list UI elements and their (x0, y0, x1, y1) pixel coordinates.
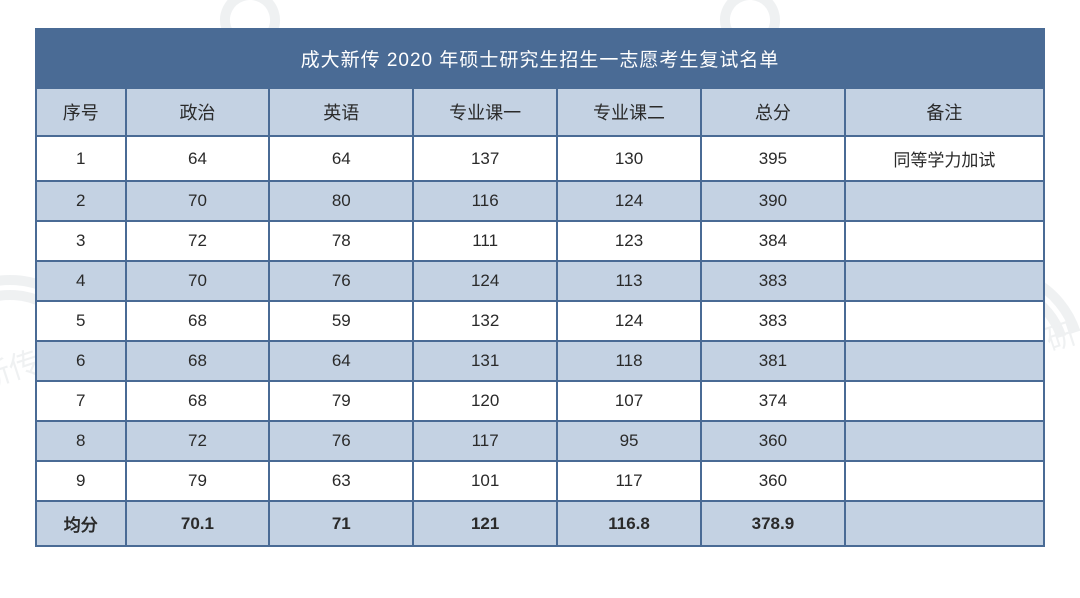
cell-total: 374 (701, 381, 845, 421)
avg-cell-major1: 121 (413, 501, 557, 546)
cell-politics: 79 (126, 461, 270, 501)
avg-cell-major2: 116.8 (557, 501, 701, 546)
col-header-english: 英语 (269, 89, 413, 136)
cell-politics: 72 (126, 421, 270, 461)
cell-politics: 64 (126, 136, 270, 181)
cell-note (845, 381, 1044, 421)
cell-idx: 5 (37, 301, 126, 341)
cell-note: 同等学力加试 (845, 136, 1044, 181)
cell-major1: 116 (413, 181, 557, 221)
table-row: 56859132124383 (37, 301, 1044, 341)
cell-major2: 123 (557, 221, 701, 261)
cell-note (845, 421, 1044, 461)
cell-politics: 68 (126, 301, 270, 341)
cell-major1: 120 (413, 381, 557, 421)
cell-politics: 70 (126, 261, 270, 301)
cell-major2: 118 (557, 341, 701, 381)
cell-total: 395 (701, 136, 845, 181)
cell-total: 384 (701, 221, 845, 261)
cell-english: 76 (269, 421, 413, 461)
cell-english: 76 (269, 261, 413, 301)
cell-total: 383 (701, 301, 845, 341)
cell-idx: 2 (37, 181, 126, 221)
cell-major2: 117 (557, 461, 701, 501)
cell-idx: 4 (37, 261, 126, 301)
cell-major1: 117 (413, 421, 557, 461)
cell-major1: 131 (413, 341, 557, 381)
cell-english: 78 (269, 221, 413, 261)
cell-politics: 68 (126, 381, 270, 421)
cell-note (845, 301, 1044, 341)
cell-total: 360 (701, 421, 845, 461)
table-row: 66864131118381 (37, 341, 1044, 381)
cell-politics: 72 (126, 221, 270, 261)
table-average-row: 均分70.171121116.8378.9 (37, 501, 1044, 546)
cell-major1: 132 (413, 301, 557, 341)
col-header-politics: 政治 (126, 89, 270, 136)
cell-idx: 7 (37, 381, 126, 421)
cell-note (845, 341, 1044, 381)
cell-note (845, 221, 1044, 261)
col-header-major1: 专业课一 (413, 89, 557, 136)
cell-major1: 124 (413, 261, 557, 301)
cell-total: 383 (701, 261, 845, 301)
cell-english: 64 (269, 136, 413, 181)
table-header-row: 序号 政治 英语 专业课一 专业课二 总分 备注 (37, 89, 1044, 136)
cell-english: 79 (269, 381, 413, 421)
cell-idx: 3 (37, 221, 126, 261)
score-table: 序号 政治 英语 专业课一 专业课二 总分 备注 16464137130395同… (37, 89, 1045, 547)
cell-idx: 9 (37, 461, 126, 501)
cell-major1: 137 (413, 136, 557, 181)
avg-cell-politics: 70.1 (126, 501, 270, 546)
table-row: 37278111123384 (37, 221, 1044, 261)
col-header-note: 备注 (845, 89, 1044, 136)
avg-cell-note (845, 501, 1044, 546)
cell-major2: 95 (557, 421, 701, 461)
avg-cell-label: 均分 (37, 501, 126, 546)
col-header-major2: 专业课二 (557, 89, 701, 136)
cell-total: 390 (701, 181, 845, 221)
cell-english: 63 (269, 461, 413, 501)
avg-cell-english: 71 (269, 501, 413, 546)
cell-english: 64 (269, 341, 413, 381)
cell-english: 80 (269, 181, 413, 221)
table-row: 27080116124390 (37, 181, 1044, 221)
cell-total: 360 (701, 461, 845, 501)
table-title: 成大新传 2020 年硕士研究生招生一志愿考生复试名单 (37, 30, 1045, 89)
cell-note (845, 181, 1044, 221)
table-row: 8727611795360 (37, 421, 1044, 461)
cell-major1: 111 (413, 221, 557, 261)
cell-note (845, 461, 1044, 501)
cell-major2: 124 (557, 301, 701, 341)
cell-major2: 124 (557, 181, 701, 221)
avg-cell-total: 378.9 (701, 501, 845, 546)
cell-politics: 70 (126, 181, 270, 221)
table-row: 76879120107374 (37, 381, 1044, 421)
cell-major2: 107 (557, 381, 701, 421)
cell-major2: 113 (557, 261, 701, 301)
cell-major2: 130 (557, 136, 701, 181)
cell-major1: 101 (413, 461, 557, 501)
cell-politics: 68 (126, 341, 270, 381)
col-header-index: 序号 (37, 89, 126, 136)
table-row: 97963101117360 (37, 461, 1044, 501)
cell-idx: 6 (37, 341, 126, 381)
cell-idx: 1 (37, 136, 126, 181)
table-row: 47076124113383 (37, 261, 1044, 301)
cell-idx: 8 (37, 421, 126, 461)
cell-note (845, 261, 1044, 301)
score-table-container: 成大新传 2020 年硕士研究生招生一志愿考生复试名单 序号 政治 英语 专业课… (35, 28, 1045, 547)
table-row: 16464137130395同等学力加试 (37, 136, 1044, 181)
col-header-total: 总分 (701, 89, 845, 136)
cell-total: 381 (701, 341, 845, 381)
cell-english: 59 (269, 301, 413, 341)
